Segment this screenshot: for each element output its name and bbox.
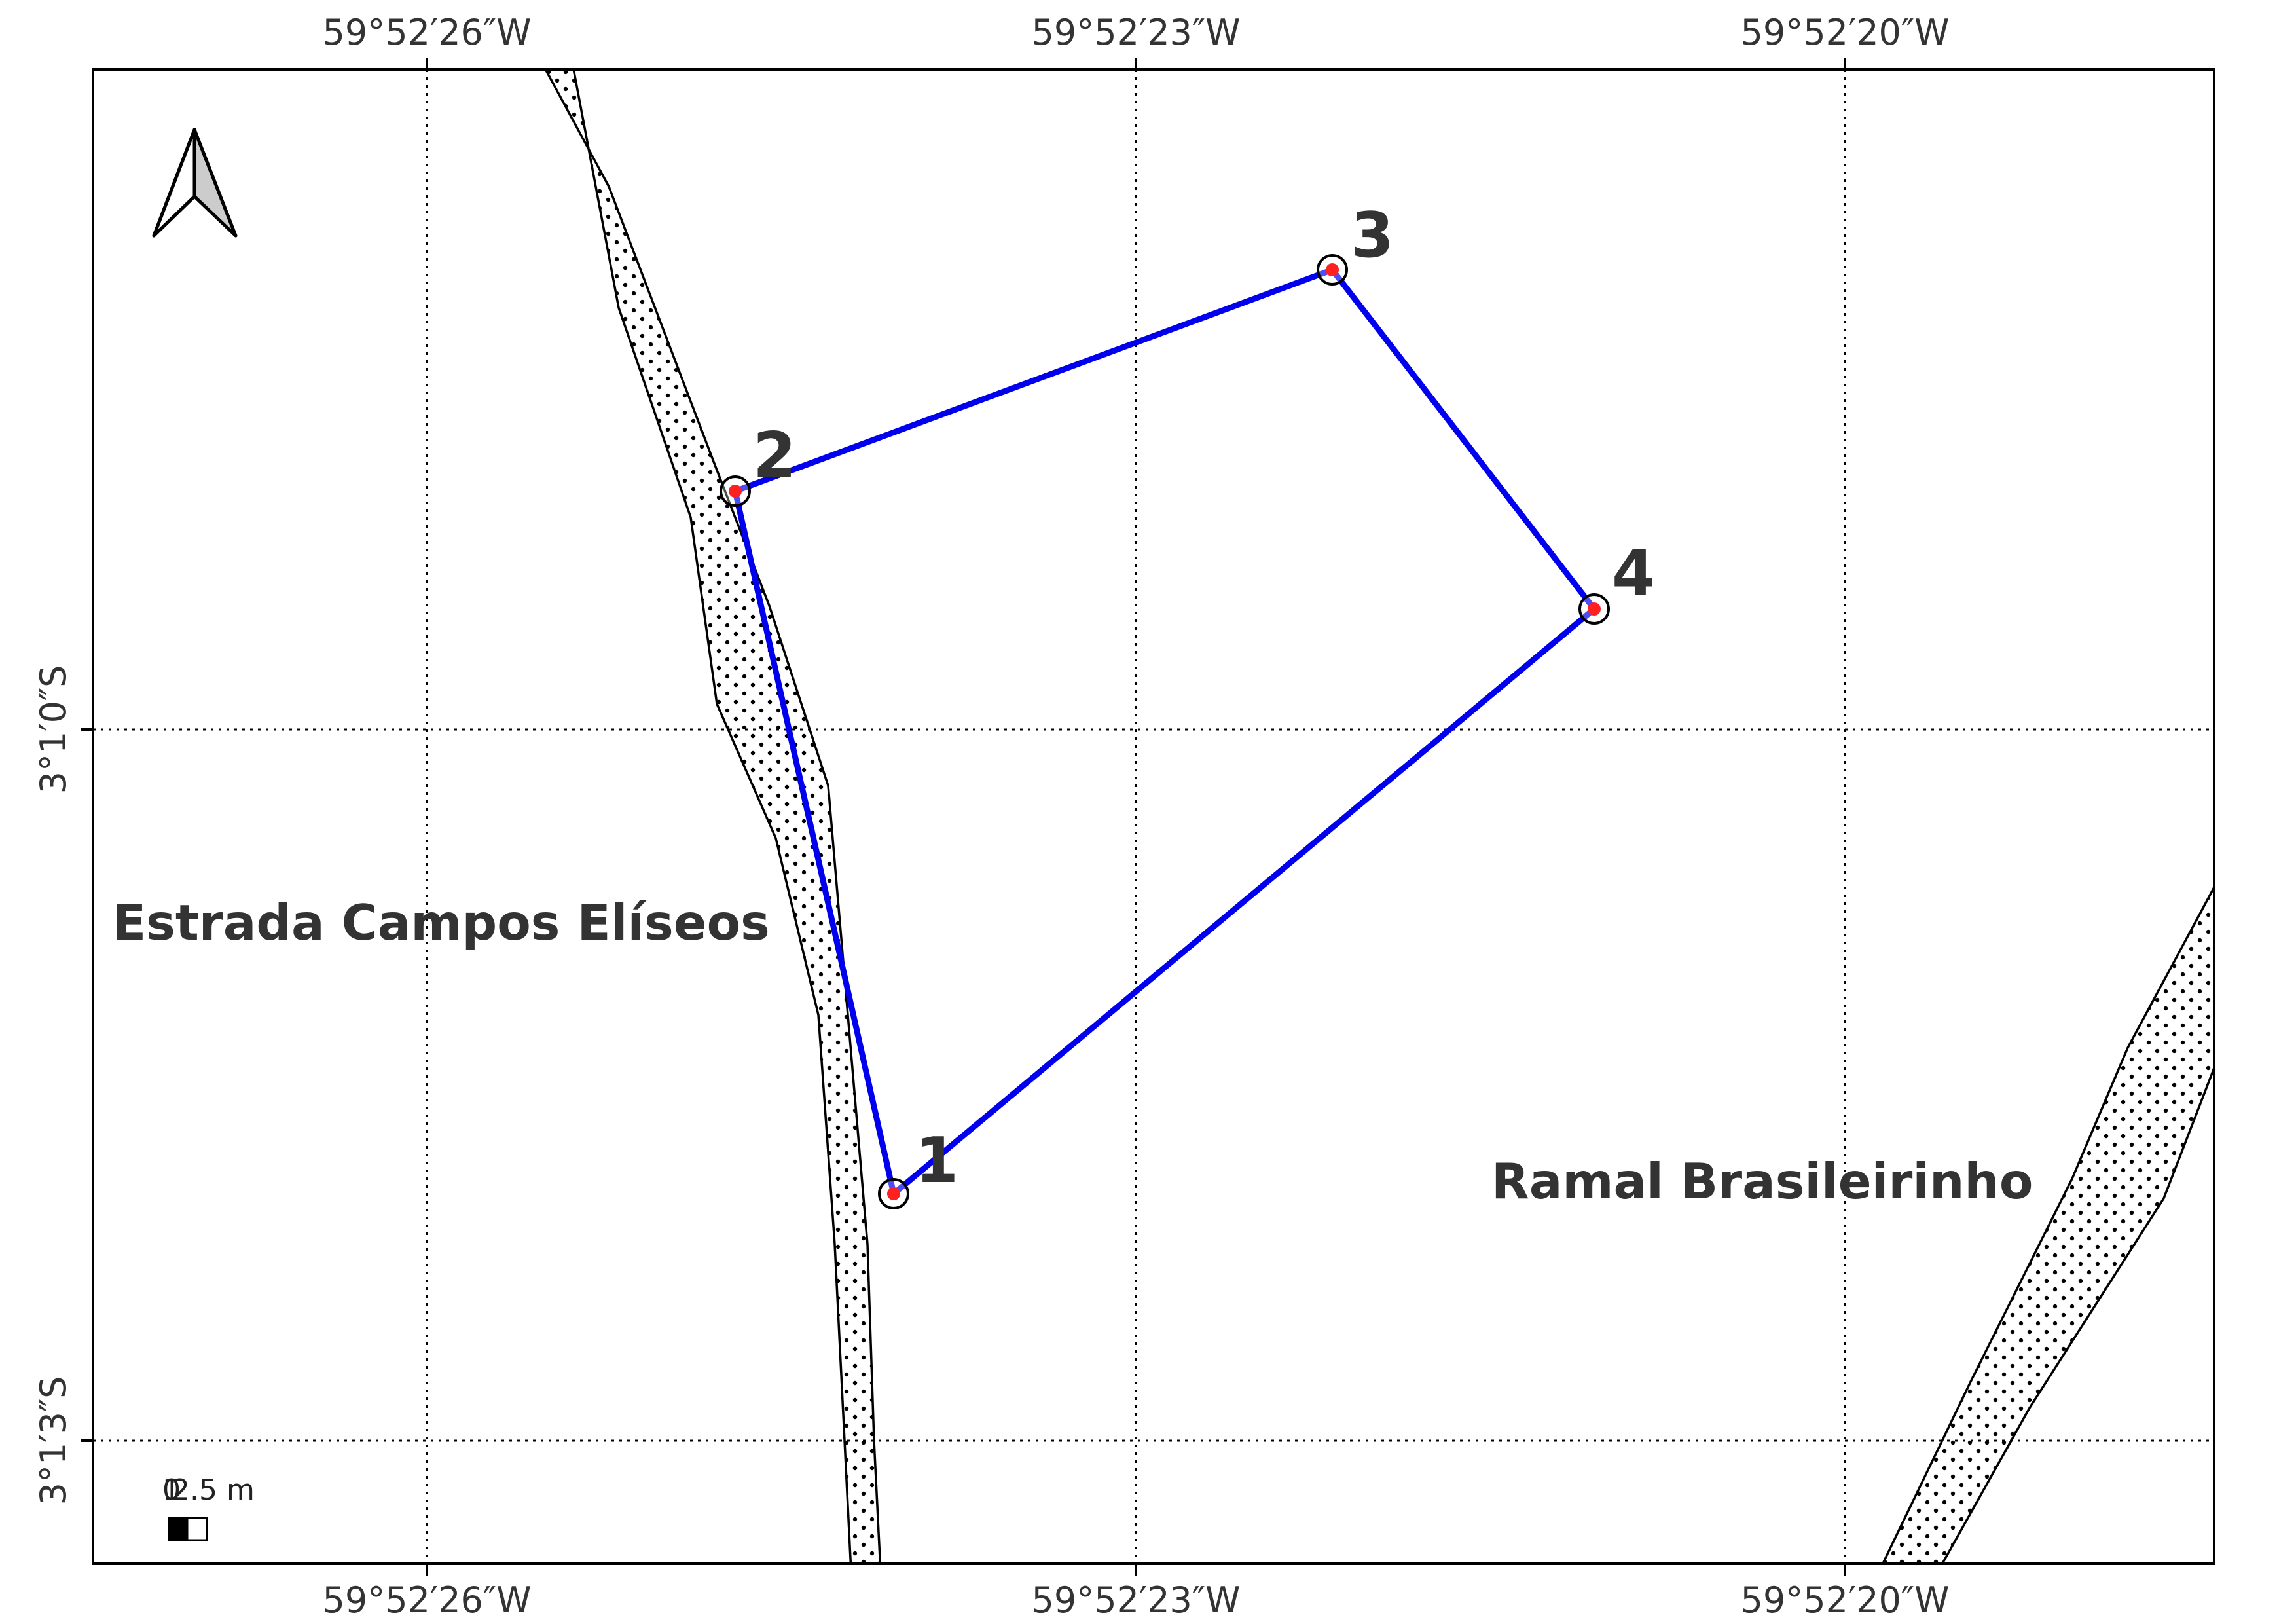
tick-marks	[81, 58, 1846, 1576]
parcel-polygon	[731, 266, 1599, 1200]
vertex-2	[720, 475, 751, 507]
road-ramal-brasileirinho	[1881, 885, 2214, 1564]
road-label-ramal-brasileirinho: Ramal Brasileirinho	[1491, 1153, 2033, 1210]
top-tick-label: 59°52′23″W	[1032, 12, 1241, 53]
vertex-label-3: 3	[1351, 200, 1394, 272]
map-body: 1 2 3 4 Estrada Campos Elíseos Ramal Bra…	[93, 69, 2214, 1564]
scale-bar: 1 0 2.5 m	[162, 1473, 255, 1541]
top-tick-label: 59°52′20″W	[1741, 12, 1950, 53]
road-estrada-campos-eliseos	[544, 69, 882, 1564]
north-arrow-icon	[152, 128, 238, 238]
vertex-4	[1578, 593, 1610, 625]
vertex-1	[878, 1178, 909, 1209]
bottom-tick-label: 59°52′20″W	[1741, 1579, 1950, 1621]
vertex-label-1: 1	[915, 1125, 958, 1197]
left-tick-label: 3°1′0″S	[33, 665, 74, 794]
scale-label-end: 2.5 m	[172, 1473, 255, 1507]
bottom-tick-label: 59°52′23″W	[1032, 1579, 1241, 1621]
scale-label-overlap: 1	[162, 1473, 181, 1507]
vertex-label-2: 2	[753, 420, 796, 492]
road-label-estrada-campos-eliseos: Estrada Campos Elíseos	[113, 894, 770, 951]
left-tick-label: 3°1′3″S	[33, 1376, 74, 1505]
graticule	[93, 69, 2214, 1564]
map-frame	[92, 68, 2215, 1565]
bottom-tick-label: 59°52′26″W	[323, 1579, 532, 1621]
vertex-label-4: 4	[1612, 538, 1655, 610]
top-tick-label: 59°52′26″W	[323, 12, 532, 53]
scale-label-start: 0	[162, 1473, 181, 1507]
vertex-3	[1317, 254, 1348, 286]
